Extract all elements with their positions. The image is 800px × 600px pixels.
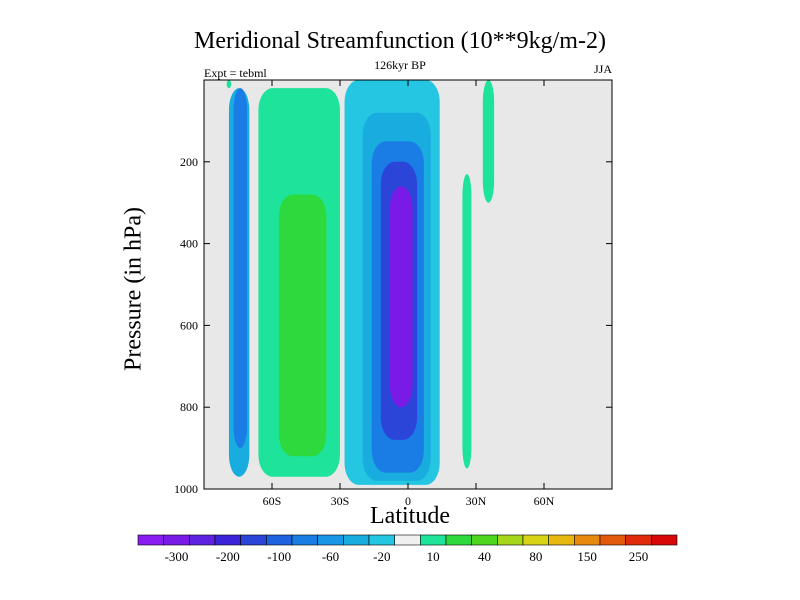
colorbar-swatch bbox=[599, 534, 626, 546]
colorbar-label: -200 bbox=[216, 549, 240, 564]
colorbar-swatch bbox=[420, 534, 447, 546]
contour-region-neg-sh-polar-core bbox=[233, 88, 248, 449]
x-tick-label: 30N bbox=[466, 494, 487, 508]
contour-region-pos-nh-strip bbox=[482, 80, 495, 203]
colorbar-swatch bbox=[240, 534, 267, 546]
colorbar-label: -300 bbox=[165, 549, 189, 564]
colorbar-swatch bbox=[343, 534, 370, 546]
y-tick-label: 1000 bbox=[174, 482, 198, 496]
colorbar-swatch bbox=[368, 534, 395, 546]
experiment-label: Expt = tebml bbox=[204, 66, 267, 80]
x-tick-label: 60S bbox=[263, 494, 282, 508]
contour-region-pos-nh-tropics bbox=[462, 174, 472, 469]
colorbar-swatch bbox=[625, 534, 652, 546]
colorbar-swatch bbox=[522, 534, 549, 546]
colorbar bbox=[137, 534, 678, 546]
colorbar-swatch bbox=[317, 534, 344, 546]
colorbar-swatch bbox=[651, 534, 678, 546]
x-tick-label: 0 bbox=[405, 494, 411, 508]
colorbar-labels: -300 -200 -100 -60 -20 10 40 80 150 250 bbox=[165, 549, 649, 564]
colorbar-label: 150 bbox=[577, 549, 597, 564]
colorbar-swatch bbox=[291, 534, 318, 546]
period-label: 126kyr BP bbox=[374, 58, 426, 72]
colorbar-label: 250 bbox=[629, 549, 649, 564]
colorbar-swatch bbox=[266, 534, 293, 546]
x-axis: 60S 30S 0 30N 60N bbox=[263, 80, 555, 508]
chart-title: Meridional Streamfunction (10**9kg/m-2) bbox=[194, 28, 606, 54]
contour-region-pos-low-lat-band-1 bbox=[226, 80, 232, 89]
x-tick-label: 60N bbox=[534, 494, 555, 508]
colorbar-swatch bbox=[548, 534, 575, 546]
contour-layer bbox=[226, 80, 495, 485]
colorbar-swatch bbox=[471, 534, 498, 546]
colorbar-label: 80 bbox=[529, 549, 542, 564]
colorbar-swatch bbox=[394, 534, 421, 546]
colorbar-swatch bbox=[497, 534, 524, 546]
colorbar-label: -100 bbox=[267, 549, 291, 564]
y-axis: 200 400 600 800 1000 bbox=[174, 155, 612, 496]
y-tick-label: 600 bbox=[180, 318, 198, 332]
colorbar-label: 40 bbox=[478, 549, 491, 564]
season-label: JJA bbox=[593, 62, 612, 76]
y-tick-label: 800 bbox=[180, 400, 198, 414]
contour-region-pos-sh-ferrel-core bbox=[278, 194, 327, 457]
colorbar-label: 10 bbox=[427, 549, 440, 564]
colorbar-label: -60 bbox=[322, 549, 339, 564]
colorbar-swatch bbox=[445, 534, 472, 546]
colorbar-label: -20 bbox=[373, 549, 390, 564]
colorbar-swatch bbox=[163, 534, 190, 546]
x-axis-label: Latitude bbox=[370, 503, 450, 529]
colorbar-swatch bbox=[214, 534, 241, 546]
colorbar-swatch bbox=[137, 534, 164, 546]
colorbar-swatch bbox=[574, 534, 601, 546]
colorbar-swatch bbox=[189, 534, 216, 546]
y-tick-label: 400 bbox=[180, 237, 198, 251]
contour-region-neg-hadley-max bbox=[389, 186, 413, 408]
x-tick-label: 30S bbox=[331, 494, 350, 508]
y-tick-label: 200 bbox=[180, 155, 198, 169]
